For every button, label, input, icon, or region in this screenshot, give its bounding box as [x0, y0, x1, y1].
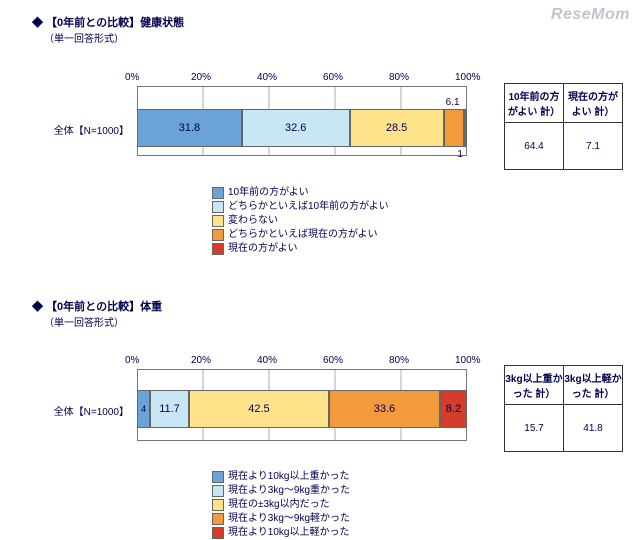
segment-outside-label: 6.1 — [446, 97, 460, 108]
bar-segment: 33.6 — [329, 390, 440, 428]
legend-swatch — [212, 215, 224, 227]
summary-header: 10年前の方がよい 計） — [505, 84, 564, 123]
legend-item: 現在の方がよい — [212, 242, 389, 256]
legend-swatch — [212, 229, 224, 241]
legend-label: 現在より3kg～9kg軽かった — [228, 512, 350, 526]
x-tick-label: 60% — [323, 355, 343, 366]
legend-swatch — [212, 187, 224, 199]
legend-item: 10年前の方がよい — [212, 186, 389, 200]
legend-label: 変わらない — [228, 214, 278, 228]
bar-segment: 4 — [137, 390, 150, 428]
summary-header: 3kg以上重かった 計） — [505, 366, 564, 405]
legend-label: 現在より10kg以上重かった — [228, 470, 350, 484]
legend-swatch — [212, 485, 224, 497]
row-label: 全体【N=1000】 — [32, 122, 129, 137]
x-tick-label: 100% — [455, 72, 481, 83]
legend-label: どちらかといえば現在の方がよい — [228, 228, 378, 242]
summary-header: 現在の方がよい 計） — [564, 84, 623, 123]
row-label: 全体【N=1000】 — [32, 403, 129, 418]
summary-value: 7.1 — [564, 123, 623, 170]
chart-subtitle: （単一回答形式） — [32, 314, 632, 329]
stacked-bar: 31.832.628.5 — [137, 109, 467, 147]
summary-value: 41.8 — [564, 405, 623, 452]
bar-segment: 42.5 — [189, 390, 329, 428]
legend-item: 現在より3kg～9kg軽かった — [212, 512, 350, 526]
x-tick-label: 20% — [191, 72, 211, 83]
bar-segment — [464, 109, 467, 147]
legend-item: 現在より10kg以上軽かった — [212, 526, 350, 540]
x-tick-label: 0% — [125, 72, 139, 83]
x-tick-label: 0% — [125, 355, 139, 366]
legend-item: 変わらない — [212, 214, 389, 228]
chart-title: ◆ 【0年前との比較】体重 — [32, 298, 632, 314]
x-tick-label: 20% — [191, 355, 211, 366]
summary-header: 3kg以上軽かった 計） — [564, 366, 623, 405]
legend-label: 10年前の方がよい — [228, 186, 309, 200]
bar-segment: 11.7 — [150, 390, 189, 428]
bar-segment: 32.6 — [242, 109, 350, 147]
chart-title: ◆ 【0年前との比較】健康状態 — [32, 14, 632, 30]
legend-label: 現在より3kg～9kg重かった — [228, 484, 350, 498]
legend-item: 現在の±3kg以内だった — [212, 498, 350, 512]
legend-swatch — [212, 201, 224, 213]
x-tick-label: 60% — [323, 72, 343, 83]
legend-swatch — [212, 499, 224, 511]
bar-segment: 28.5 — [350, 109, 444, 147]
section-health: ◆ 【0年前との比較】健康状態 （単一回答形式） 0%20%40%60%80%1… — [32, 14, 632, 51]
x-tick-label: 80% — [389, 355, 409, 366]
legend-swatch — [212, 513, 224, 525]
bar-segment: 31.8 — [137, 109, 242, 147]
legend-swatch — [212, 471, 224, 483]
legend-item: 現在より3kg～9kg重かった — [212, 484, 350, 498]
legend-swatch — [212, 527, 224, 539]
summary-table: 3kg以上重かった 計）3kg以上軽かった 計）15.741.8 — [504, 365, 623, 452]
legend: 現在より10kg以上重かった現在より3kg～9kg重かった現在の±3kg以内だっ… — [212, 470, 350, 540]
legend-swatch — [212, 243, 224, 255]
legend-label: 現在より10kg以上軽かった — [228, 526, 350, 540]
legend-item: どちらかといえば現在の方がよい — [212, 228, 389, 242]
summary-table: 10年前の方がよい 計）現在の方がよい 計）64.47.1 — [504, 83, 623, 170]
x-tick-label: 80% — [389, 72, 409, 83]
x-tick-label: 40% — [257, 72, 277, 83]
chart-subtitle: （単一回答形式） — [32, 30, 632, 45]
legend-item: どちらかといえば10年前の方がよい — [212, 200, 389, 214]
segment-outside-label: 1 — [457, 149, 463, 160]
legend: 10年前の方がよいどちらかといえば10年前の方がよい変わらないどちらかといえば現… — [212, 186, 389, 256]
summary-value: 64.4 — [505, 123, 564, 170]
bar-segment: 8.2 — [440, 390, 467, 428]
x-tick-label: 100% — [455, 355, 481, 366]
bar-segment — [444, 109, 464, 147]
legend-label: 現在の±3kg以内だった — [228, 498, 330, 512]
x-tick-label: 40% — [257, 355, 277, 366]
legend-item: 現在より10kg以上重かった — [212, 470, 350, 484]
summary-value: 15.7 — [505, 405, 564, 452]
stacked-bar: 411.742.533.68.2 — [137, 390, 467, 428]
legend-label: 現在の方がよい — [228, 242, 298, 256]
legend-label: どちらかといえば10年前の方がよい — [228, 200, 389, 214]
section-weight: ◆ 【0年前との比較】体重 （単一回答形式） 0%20%40%60%80%100… — [32, 298, 632, 335]
